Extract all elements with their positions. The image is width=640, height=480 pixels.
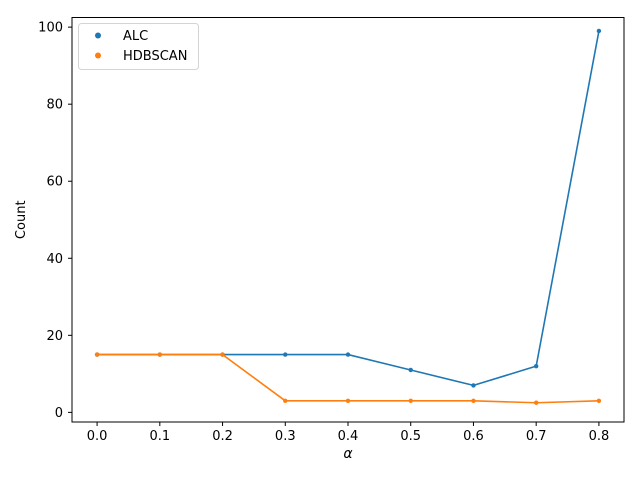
- y-tick-label: 0: [55, 406, 63, 421]
- series-marker-alc: [283, 352, 288, 357]
- series-marker-hdbscan: [220, 352, 225, 357]
- x-tick-label: 0.0: [87, 429, 108, 444]
- x-tick-label: 0.4: [338, 429, 359, 444]
- legend-marker-alc: [95, 32, 101, 39]
- y-axis-label: Count: [14, 200, 29, 239]
- y-tick-label: 80: [46, 98, 63, 113]
- y-tick-label: 100: [38, 21, 63, 36]
- x-axis: 0.0 0.1 0.2 0.3 0.4 0.5 0.6 0.7 0.8: [87, 422, 610, 444]
- series-marker-alc: [408, 367, 413, 373]
- x-tick-label: 0.6: [463, 429, 484, 444]
- x-tick-label: 0.5: [400, 429, 421, 444]
- legend-label-hdbscan: HDBSCAN: [123, 49, 187, 64]
- series-marker-hdbscan: [408, 398, 413, 404]
- x-tick-label: 0.1: [149, 429, 170, 444]
- y-axis: 0 20 40 60 80 100: [38, 21, 72, 421]
- y-tick-label: 20: [46, 329, 63, 344]
- series-marker-hdbscan: [533, 400, 539, 405]
- series-marker-hdbscan: [596, 398, 602, 404]
- series-hdbscan: [94, 352, 602, 405]
- series-marker-alc: [533, 363, 539, 369]
- legend-box: [78, 23, 199, 70]
- series-marker-hdbscan: [283, 398, 288, 404]
- y-tick-label: 60: [46, 175, 63, 190]
- x-axis-label: α: [343, 446, 353, 462]
- x-tick-label: 0.8: [589, 429, 610, 444]
- series-marker-alc: [345, 352, 351, 357]
- plot-area-border: [71, 17, 625, 423]
- legend-label-alc: ALC: [123, 29, 148, 44]
- x-tick-label: 0.7: [526, 429, 547, 444]
- series-marker-alc: [471, 383, 476, 388]
- series-marker-alc: [596, 28, 602, 34]
- series-marker-hdbscan: [345, 398, 351, 404]
- series-marker-hdbscan: [157, 352, 163, 357]
- x-tick-label: 0.3: [275, 429, 296, 444]
- legend: ALC HDBSCAN: [78, 23, 199, 70]
- x-tick-label: 0.2: [212, 429, 233, 444]
- y-tick-label: 40: [46, 252, 63, 267]
- series-marker-hdbscan: [471, 398, 476, 404]
- series-marker-hdbscan: [94, 352, 100, 357]
- legend-marker-hdbscan: [95, 52, 101, 59]
